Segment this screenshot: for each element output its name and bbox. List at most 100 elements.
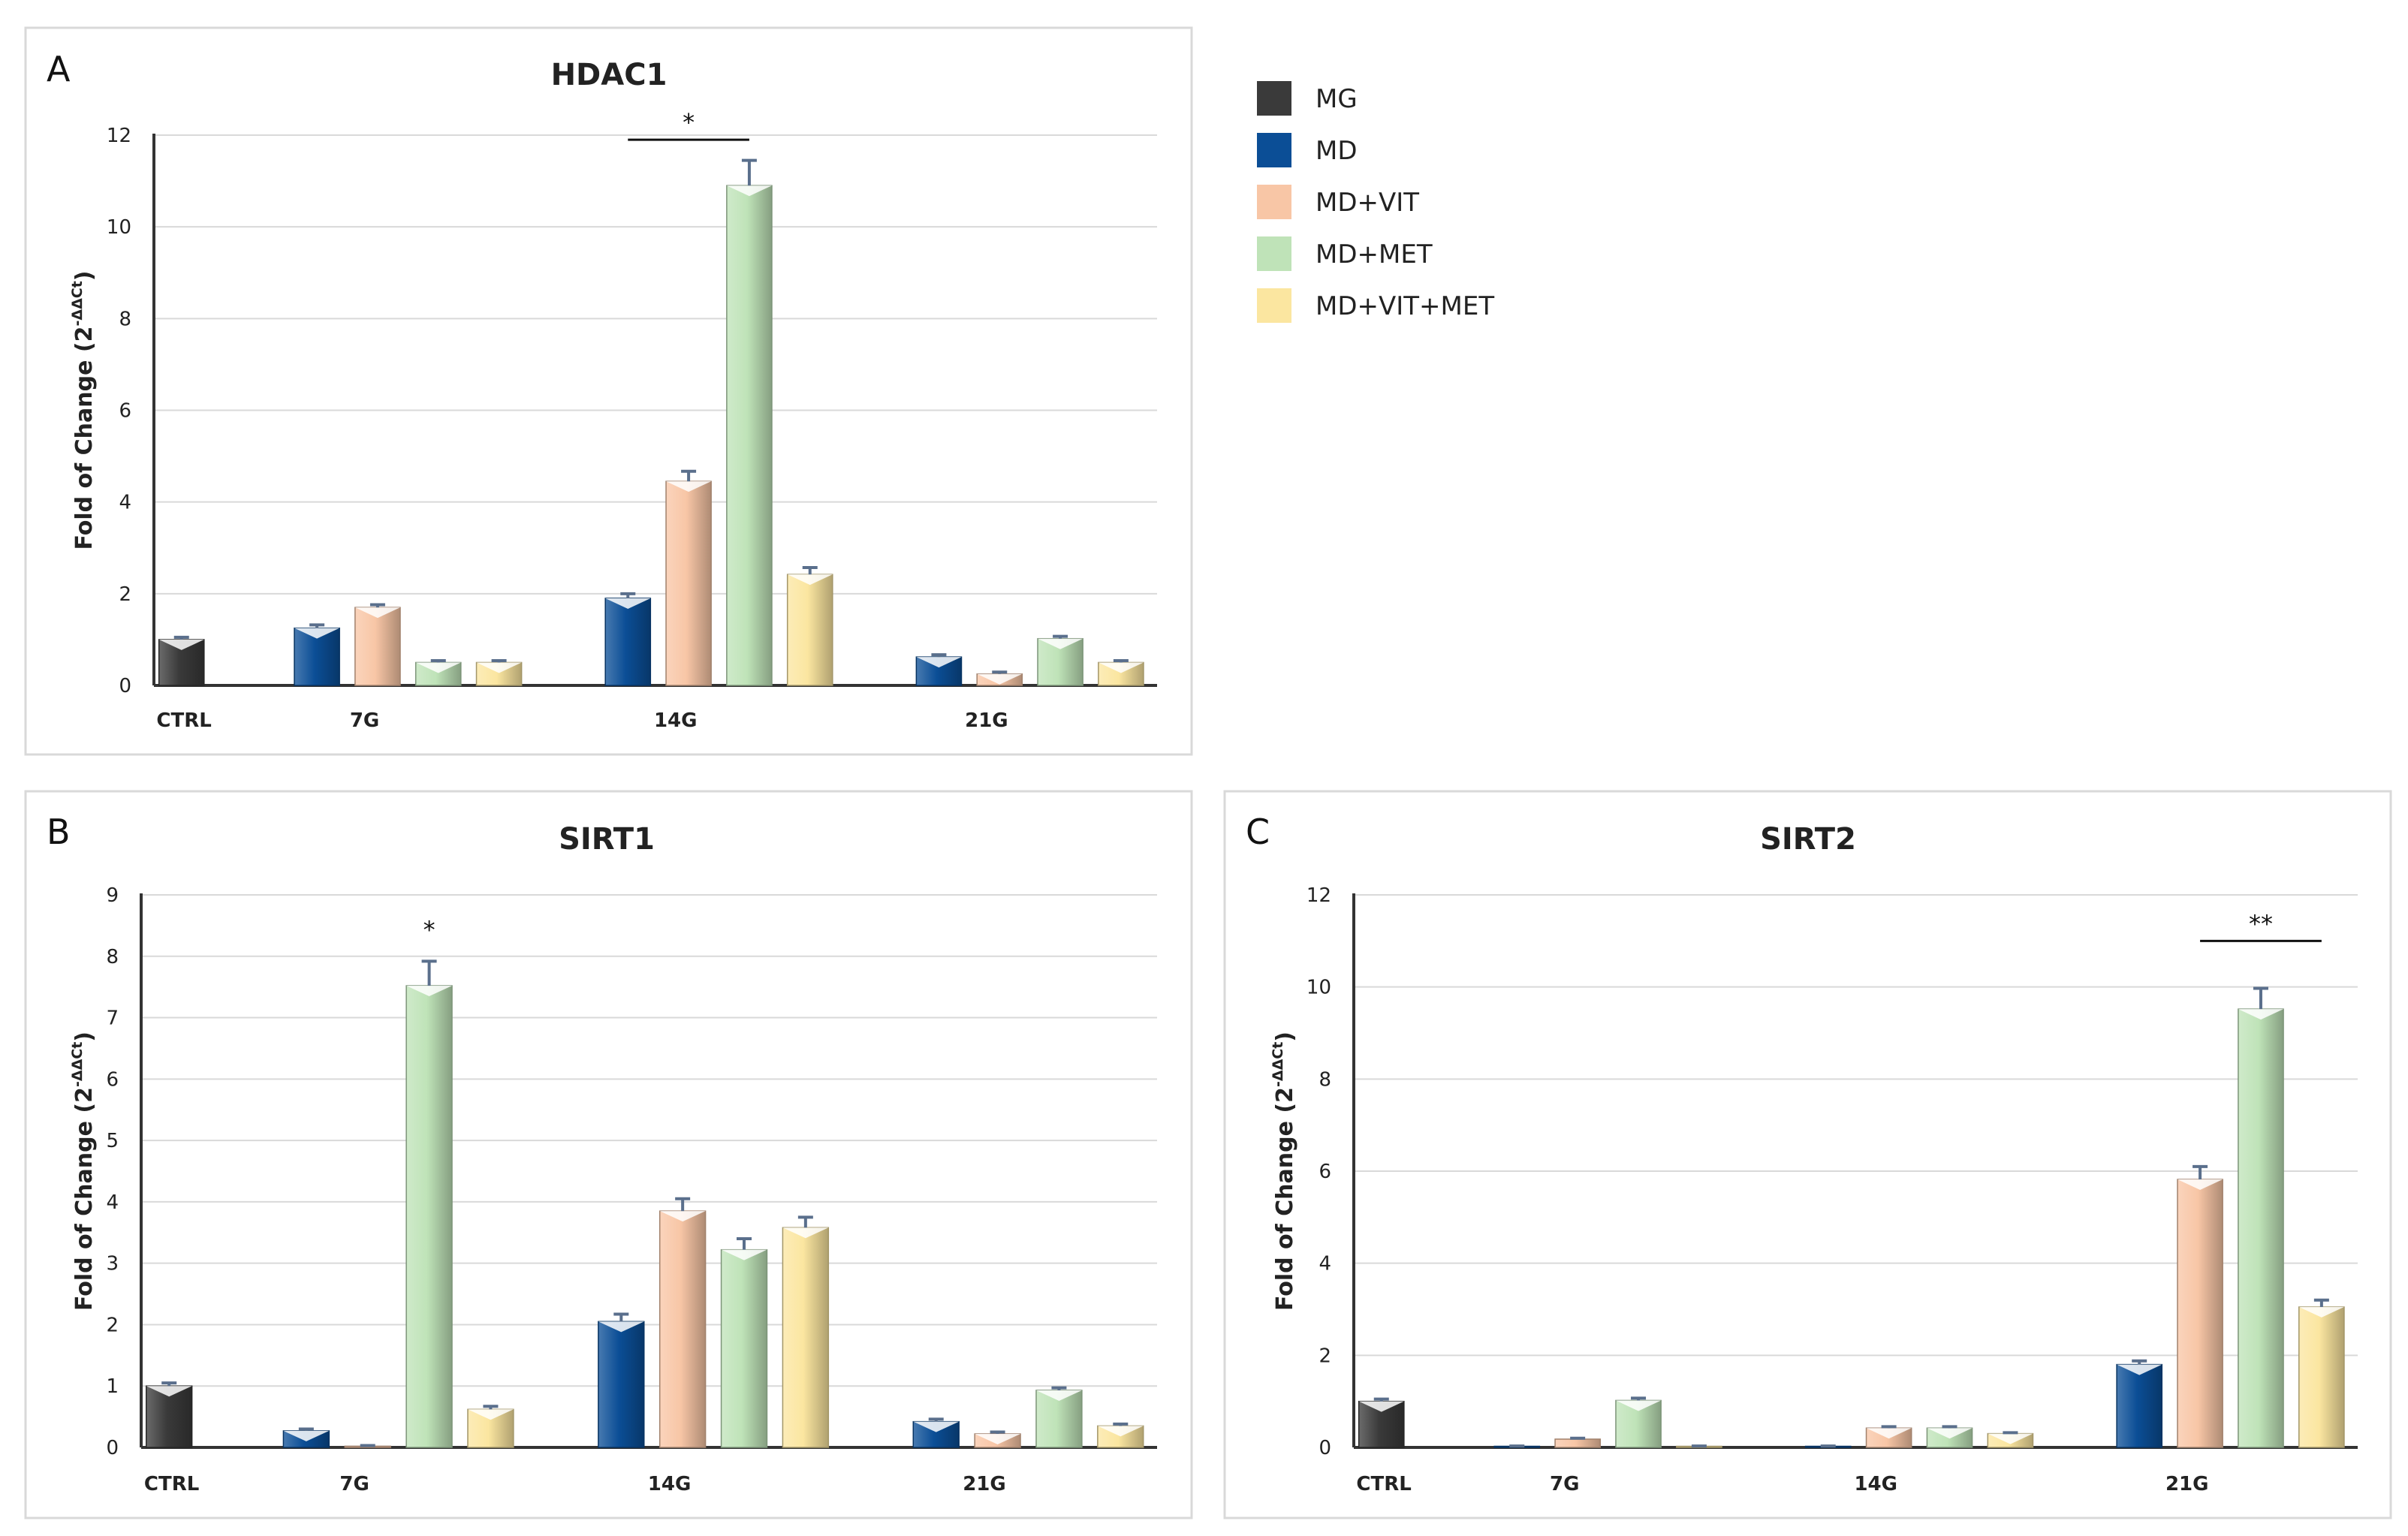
y-tick-label: 8 — [1319, 1068, 1331, 1091]
panel-sirt1: B SIRT1 0 1 2 3 4 5 6 7 8 9 Fold of Change (2-ΔΔCt) C… — [24, 790, 1193, 1519]
x-tick-label: 7G — [350, 709, 379, 732]
y-axis-label: Fold of Change (2-ΔΔCt) — [1270, 1032, 1298, 1311]
chart-title: SIRT2 — [1760, 822, 1856, 857]
bar-cap — [2117, 1364, 2162, 1375]
legend-swatch-md-vit-met — [1257, 288, 1291, 323]
y-tick-label: 6 — [1319, 1161, 1331, 1183]
bar-cap — [467, 1409, 514, 1420]
bar-cap — [1358, 1401, 1404, 1412]
x-tick-label: 14G — [654, 709, 698, 732]
bar-cap — [1097, 1426, 1144, 1437]
bar-cap — [913, 1421, 960, 1432]
legend-label: MD+VIT — [1316, 188, 1419, 218]
y-tick-label: 9 — [106, 884, 119, 907]
y-tick-label: 7 — [106, 1007, 119, 1030]
y-tick-label: 3 — [106, 1253, 119, 1275]
y-tick-label: 12 — [1306, 884, 1331, 907]
panel-letter: B — [47, 812, 71, 852]
bar — [782, 1227, 830, 1448]
bar — [604, 598, 652, 686]
bar-cap — [605, 598, 651, 609]
y-tick-label: 6 — [119, 400, 131, 423]
bar — [2177, 1179, 2223, 1448]
y-axis-label: Fold of Change (2-ΔΔCt) — [69, 270, 98, 550]
y-tick-label: 0 — [119, 675, 131, 697]
bar — [1615, 1399, 1662, 1448]
y-tick-label: 2 — [119, 583, 131, 606]
bar-cap — [787, 574, 833, 586]
bar — [786, 574, 833, 686]
bar-cap — [2298, 1306, 2344, 1318]
legend-swatch-md-met — [1257, 236, 1291, 271]
bar-cap — [2177, 1179, 2223, 1191]
y-tick-label: 12 — [107, 125, 131, 147]
bar-cap — [283, 1430, 330, 1441]
x-tick-label: 14G — [1854, 1473, 1897, 1495]
bar-cap — [158, 639, 204, 650]
bar-cap — [1866, 1428, 1912, 1439]
bar — [598, 1321, 645, 1448]
bar — [1554, 1438, 1601, 1448]
bar-cap — [726, 185, 772, 197]
legend-label: MG — [1316, 84, 1358, 114]
y-tick-label: 0 — [1319, 1437, 1331, 1459]
bar — [2298, 1306, 2345, 1448]
bar-cap — [782, 1227, 829, 1239]
significance-marker: * — [423, 916, 435, 944]
bar-cap — [721, 1249, 767, 1260]
significance-marker: * — [683, 108, 695, 137]
legend-swatch-md — [1257, 133, 1291, 167]
y-tick-label: 5 — [106, 1130, 119, 1152]
bar — [665, 480, 712, 686]
panel-sirt2: C SIRT2 0 2 4 6 8 10 12 Fold of Change (2-ΔΔCt) CT… — [1223, 790, 2392, 1519]
y-tick-label: 2 — [106, 1314, 119, 1336]
legend-swatch-mg — [1257, 81, 1291, 116]
bar — [405, 985, 453, 1448]
x-tick-label: CTRL — [144, 1473, 199, 1495]
bar-cap — [146, 1386, 192, 1397]
y-tick-label: 1 — [106, 1375, 119, 1398]
bar — [2116, 1363, 2163, 1448]
significance-marker: ** — [2249, 909, 2273, 938]
x-tick-label: 21G — [2165, 1473, 2209, 1495]
x-tick-label: CTRL — [1356, 1473, 1411, 1495]
bar-cap — [476, 662, 522, 673]
x-tick-label: 7G — [1550, 1473, 1579, 1495]
bar-cap — [354, 607, 400, 619]
y-tick-label: 10 — [1306, 977, 1331, 999]
legend-label: MD+MET — [1316, 239, 1433, 270]
x-tick-label: 14G — [648, 1473, 692, 1495]
y-tick-label: 8 — [119, 308, 131, 330]
bar-cap — [916, 657, 962, 668]
bar — [2238, 1008, 2284, 1448]
bar-cap — [977, 673, 1023, 685]
x-tick-label: 21G — [963, 1473, 1006, 1495]
y-tick-label: 10 — [107, 216, 131, 239]
legend-label: MD — [1316, 136, 1358, 166]
y-tick-label: 6 — [106, 1068, 119, 1091]
bar-cap — [975, 1434, 1021, 1445]
x-tick-label: CTRL — [156, 709, 211, 732]
x-tick-label: 7G — [339, 1473, 369, 1495]
panel-letter: A — [47, 49, 71, 89]
y-axis-label: Fold of Change (2-ΔΔCt) — [69, 1032, 98, 1311]
bar — [354, 607, 401, 686]
legend: MG MD MD+VIT MD+MET MD+VIT+MET — [1257, 81, 1494, 323]
bar-cap — [294, 628, 340, 639]
bar — [726, 185, 773, 686]
legend-swatch-md-vit — [1257, 185, 1291, 219]
bar-cap — [1035, 1390, 1082, 1401]
chart-title: SIRT1 — [559, 822, 655, 857]
bar-cap — [1615, 1400, 1662, 1411]
bar-cap — [1988, 1433, 2033, 1444]
y-tick-label: 4 — [1319, 1253, 1331, 1275]
bar — [720, 1248, 768, 1448]
y-tick-label: 2 — [1319, 1345, 1331, 1367]
y-tick-label: 4 — [106, 1191, 119, 1214]
bar-cap — [2238, 1009, 2284, 1020]
y-tick-label: 0 — [106, 1437, 119, 1459]
panel-letter: C — [1246, 812, 1270, 852]
bar-cap — [598, 1321, 644, 1333]
panel-hdac1: A HDAC1 0 2 4 6 8 10 12 Fold of Change (2-ΔΔCt) CT… — [24, 26, 1193, 756]
